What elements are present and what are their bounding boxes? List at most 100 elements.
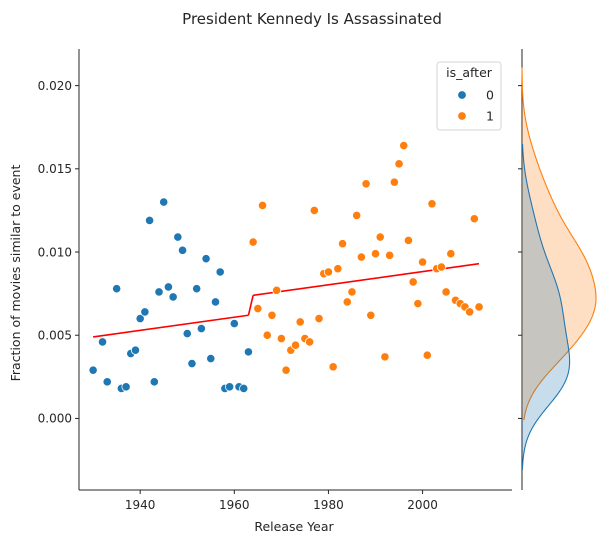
scatter-point-0	[196, 323, 206, 334]
scatter-point-0	[229, 318, 239, 329]
scatter-point-0	[192, 284, 202, 294]
scatter-point-1	[253, 304, 263, 314]
scatter-point-0	[201, 254, 211, 264]
chart-title: President Kennedy Is Assassinated	[182, 10, 442, 28]
scatter-point-1	[272, 285, 282, 295]
scatter-point-1	[248, 237, 258, 247]
scatter-point-1	[413, 299, 423, 309]
scatter-point-1	[328, 362, 338, 372]
scatter-point-1	[262, 330, 272, 340]
legend-box	[436, 61, 502, 131]
scatter-point-1	[281, 365, 291, 375]
scatter-point-0	[102, 377, 112, 387]
scatter-point-1	[361, 179, 371, 189]
main-axes: 1940 1960 1980 2000 0.000 0.005 0.010 0.015 0.02…	[38, 49, 512, 512]
scatter-point-1	[267, 310, 277, 320]
scatter-point-1	[309, 205, 319, 216]
y-tick-label: 0.000	[38, 412, 72, 426]
scatter-point-1	[347, 287, 357, 297]
marginal-kde-panel	[518, 49, 597, 490]
scatter-point-0	[121, 382, 131, 392]
y-tick-label: 0.010	[38, 245, 72, 259]
scatter-point-1	[436, 262, 447, 272]
scatter-point-0	[173, 232, 183, 242]
scatter-point-0	[225, 382, 235, 392]
kde-fill-0	[522, 143, 570, 471]
scatter-point-1	[446, 249, 456, 259]
scatter-point-1	[399, 140, 409, 151]
scatter-point-0	[112, 284, 122, 294]
scatter-point-1	[305, 337, 315, 347]
scatter-point-1	[441, 287, 451, 297]
scatter-point-1	[417, 257, 428, 267]
scatter-point-0	[182, 328, 192, 339]
scatter-point-1	[295, 317, 305, 327]
scatter-point-0	[210, 297, 221, 307]
scatter-point-0	[163, 282, 174, 292]
scatter-point-1	[375, 232, 385, 242]
scatter-point-1	[385, 250, 395, 260]
scatter-point-0	[88, 365, 98, 375]
legend-title: is_after	[446, 65, 493, 80]
scatter-point-1	[469, 214, 479, 224]
kde-fill-1	[522, 67, 596, 421]
scatter-point-1	[342, 297, 352, 307]
scatter-point-1	[465, 307, 475, 317]
scatter-point-1	[370, 249, 381, 259]
scatter-point-0	[144, 215, 155, 226]
x-axis-label: Release Year	[254, 519, 334, 534]
scatter-point-0	[243, 347, 254, 357]
scatter-point-0	[168, 292, 178, 302]
legend-marker-1	[457, 111, 467, 121]
scatter-point-1	[403, 235, 414, 245]
scatter-point-1	[422, 350, 432, 360]
scatter-point-0	[130, 345, 141, 355]
y-tick-label: 0.020	[38, 79, 72, 93]
legend-label-1: 1	[486, 109, 494, 124]
y-tick-label: 0.005	[38, 329, 72, 343]
scatter-point-0	[187, 358, 197, 369]
scatter-point-1	[290, 340, 301, 350]
legend-marker-0	[457, 90, 467, 100]
scatter-point-0	[135, 313, 145, 324]
scatter-point-0	[154, 287, 164, 297]
x-tick-label: 2000	[407, 498, 438, 512]
scatter-point-0	[140, 307, 150, 317]
scatter-point-1	[314, 313, 324, 324]
scatter-point-1	[474, 302, 484, 312]
scatter-point-1	[380, 352, 390, 362]
legend-label-0: 0	[486, 88, 494, 103]
data-points	[88, 140, 484, 394]
scatter-point-1	[276, 333, 286, 344]
scatter-point-1	[352, 210, 362, 221]
scatter-point-1	[408, 277, 418, 287]
x-tick-label: 1980	[313, 498, 344, 512]
legend: is_after 0 1	[436, 61, 502, 131]
scatter-point-1	[333, 264, 343, 274]
fit-lines	[93, 262, 480, 338]
x-tick-label: 1940	[125, 498, 156, 512]
scatter-point-0	[97, 337, 108, 347]
scatter-point-0	[206, 353, 216, 364]
y-tick-label: 0.015	[38, 162, 72, 176]
kde-line-1	[521, 67, 597, 421]
scatter-point-1	[356, 252, 366, 262]
scatter-point-1	[389, 177, 399, 187]
fit-line-segment	[93, 314, 249, 338]
scatter-point-1	[394, 159, 404, 169]
fit-line-segment	[247, 295, 254, 316]
scatter-point-1	[323, 267, 334, 277]
scatter-point-1	[427, 199, 437, 209]
scatter-point-1	[337, 239, 348, 249]
scatter-point-0	[239, 383, 249, 394]
scatter-point-0	[159, 197, 169, 207]
scatter-point-0	[215, 267, 225, 277]
kde-line-0	[521, 143, 571, 471]
y-axis-label: Fraction of movies similar to event	[8, 165, 23, 382]
scatter-point-1	[366, 310, 376, 320]
x-tick-label: 1960	[219, 498, 250, 512]
scatter-point-1	[257, 200, 268, 211]
scatter-point-0	[177, 245, 188, 255]
